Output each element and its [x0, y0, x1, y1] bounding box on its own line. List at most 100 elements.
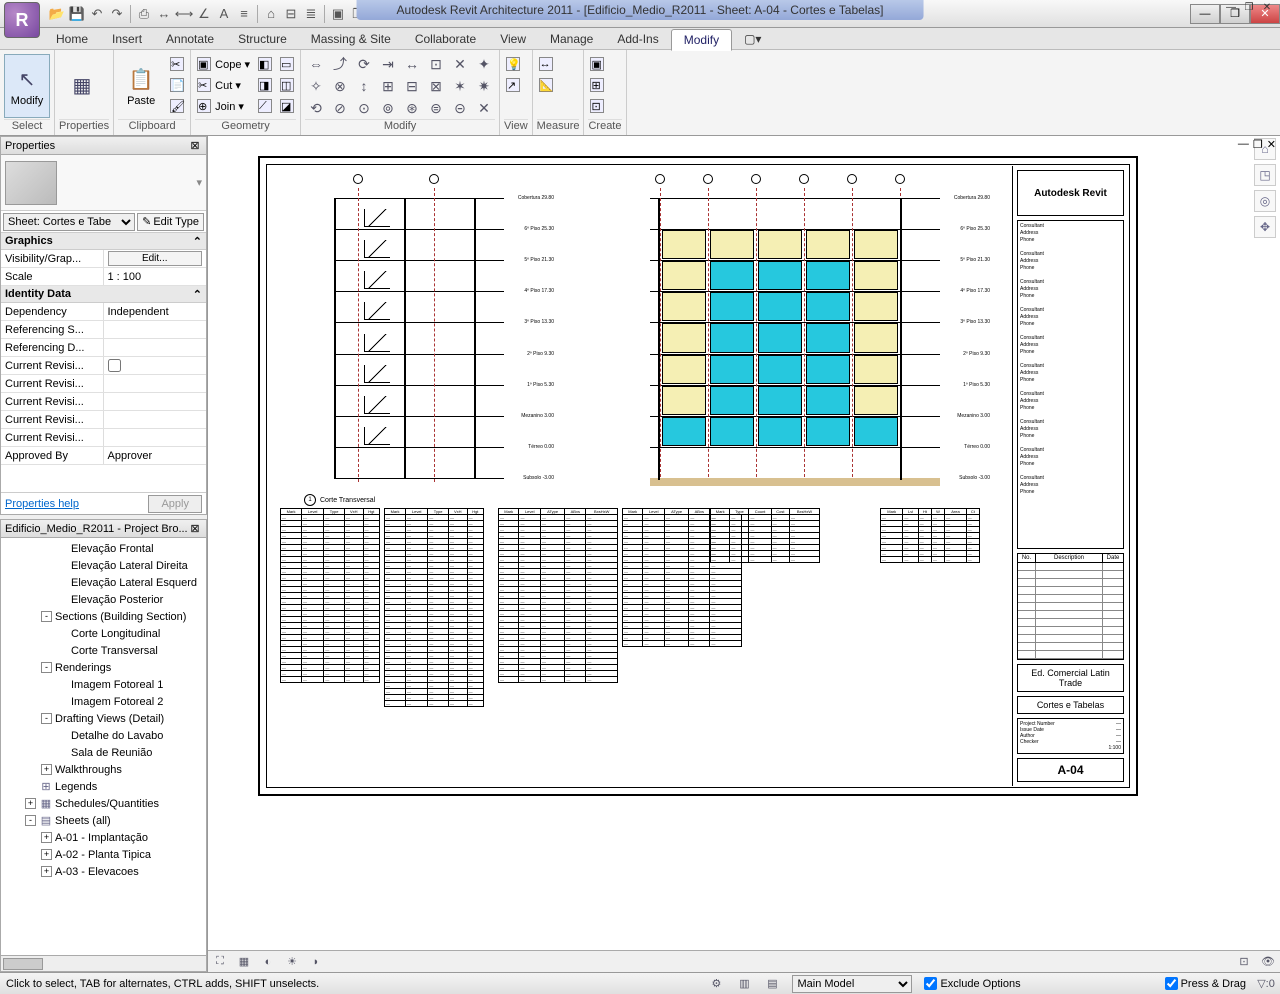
-button[interactable]: ◫: [278, 75, 296, 95]
browser-panel-title[interactable]: Edificio_Medio_R2011 - Project Bro... ⊠: [0, 519, 207, 538]
save-icon[interactable]: 💾: [68, 5, 86, 23]
join-button[interactable]: ⊕Join ▾: [195, 96, 252, 116]
apply-button[interactable]: Apply: [148, 495, 202, 513]
paste-button[interactable]: 📋Paste: [118, 54, 164, 118]
prop-row[interactable]: Scale1 : 100: [1, 268, 206, 286]
-button[interactable]: 💡: [504, 54, 522, 74]
modify-tool-17-icon[interactable]: ⊘: [329, 98, 351, 118]
shadow-icon[interactable]: ◗: [308, 954, 324, 970]
modify-tool-11-icon[interactable]: ⊞: [377, 76, 399, 96]
mdi-restore-icon[interactable]: ❐: [1240, 0, 1258, 14]
prop-row[interactable]: Visibility/Grap...Edit...: [1, 250, 206, 268]
-button[interactable]: ↗: [504, 75, 522, 95]
hide-icon[interactable]: 👁: [1260, 954, 1276, 970]
editable-only-icon[interactable]: ▤: [764, 976, 780, 992]
viewcube-icon[interactable]: ◳: [1254, 164, 1276, 186]
modify-tool-14-icon[interactable]: ✶: [449, 76, 471, 96]
thinlines-icon[interactable]: ≣: [302, 5, 320, 23]
detail-level-icon[interactable]: ▦: [236, 954, 252, 970]
preview-dropdown-icon[interactable]: ▾: [196, 176, 202, 189]
tab-massing-site[interactable]: Massing & Site: [299, 29, 403, 49]
tab-structure[interactable]: Structure: [226, 29, 299, 49]
open-icon[interactable]: 📂: [48, 5, 66, 23]
modify-tool-7-icon[interactable]: ✦: [473, 54, 495, 74]
-button[interactable]: ✂: [168, 54, 186, 74]
-button[interactable]: ▣: [588, 54, 606, 74]
browser-hscroll[interactable]: [0, 956, 207, 972]
modify-tool-19-icon[interactable]: ⊚: [377, 98, 399, 118]
steering-icon[interactable]: ◎: [1254, 190, 1276, 212]
worksets-icon[interactable]: ⚙: [708, 976, 724, 992]
-button[interactable]: 🖌: [168, 96, 186, 116]
tab-panel-extra[interactable]: ▢▾: [732, 29, 773, 49]
prop-row[interactable]: Current Revisi...: [1, 393, 206, 411]
default3d-icon[interactable]: ⌂: [262, 5, 280, 23]
prop-row[interactable]: DependencyIndependent: [1, 303, 206, 321]
tree-node[interactable]: +▦Schedules/Quantities: [1, 795, 206, 812]
sunpath-icon[interactable]: ☀: [284, 954, 300, 970]
tab-collaborate[interactable]: Collaborate: [403, 29, 488, 49]
modify-tool-21-icon[interactable]: ⊜: [425, 98, 447, 118]
-button[interactable]: ⟋: [256, 96, 274, 116]
tree-node[interactable]: -Drafting Views (Detail): [1, 710, 206, 727]
modify-tool-15-icon[interactable]: ✷: [473, 76, 495, 96]
modify-tool-2-icon[interactable]: ⟳: [353, 54, 375, 74]
modify-button[interactable]: ↖Modify: [4, 54, 50, 118]
application-menu-button[interactable]: R: [4, 2, 40, 38]
-button[interactable]: ◪: [278, 96, 296, 116]
tree-node[interactable]: -Sections (Building Section): [1, 608, 206, 625]
project-browser-tree[interactable]: Elevação FrontalElevação Lateral Direita…: [0, 538, 207, 956]
measure-icon[interactable]: ↔: [155, 5, 173, 23]
-button[interactable]: 📄: [168, 75, 186, 95]
tree-node[interactable]: Corte Longitudinal: [1, 625, 206, 642]
prop-row[interactable]: Current Revisi...: [1, 411, 206, 429]
properties-panel-title[interactable]: Properties ⊠: [0, 136, 207, 155]
modify-tool-4-icon[interactable]: ↔: [401, 54, 423, 74]
tree-node[interactable]: Elevação Lateral Direita: [1, 557, 206, 574]
modify-tool-20-icon[interactable]: ⊛: [401, 98, 423, 118]
tree-node[interactable]: Elevação Posterior: [1, 591, 206, 608]
tree-node[interactable]: Sala de Reunião: [1, 744, 206, 761]
properties-close-icon[interactable]: ⊠: [188, 139, 202, 152]
-button[interactable]: ⊞: [588, 75, 606, 95]
tree-node[interactable]: +A-02 - Planta Tipica: [1, 846, 206, 863]
properties-help-link[interactable]: Properties help: [5, 498, 79, 510]
pan-icon[interactable]: ✥: [1254, 216, 1276, 238]
modify-tool-8-icon[interactable]: ✧: [305, 76, 327, 96]
modify-tool-22-icon[interactable]: ⊝: [449, 98, 471, 118]
prop-row[interactable]: Current Revisi...: [1, 357, 206, 375]
edit-type-button[interactable]: ✎Edit Type: [137, 213, 204, 231]
tab-modify[interactable]: Modify: [671, 29, 732, 51]
doc-close-icon[interactable]: ✕: [1267, 138, 1276, 151]
prop-row[interactable]: Referencing D...: [1, 339, 206, 357]
browser-close-icon[interactable]: ⊠: [188, 522, 202, 535]
press-drag-checkbox[interactable]: Press & Drag: [1165, 977, 1246, 990]
drawing-canvas[interactable]: Autodesk Revit ConsultantAddressPhoneCon…: [208, 136, 1280, 950]
modify-tool-6-icon[interactable]: ✕: [449, 54, 471, 74]
prop-row[interactable]: Current Revisi...: [1, 375, 206, 393]
aligned-dim-icon[interactable]: ⟷: [175, 5, 193, 23]
section-icon[interactable]: ⊟: [282, 5, 300, 23]
modify-tool-10-icon[interactable]: ↕: [353, 76, 375, 96]
tree-node[interactable]: Imagem Fotoreal 2: [1, 693, 206, 710]
angle-icon[interactable]: ∠: [195, 5, 213, 23]
doc-restore-icon[interactable]: ❐: [1253, 138, 1263, 151]
mdi-close-icon[interactable]: ✕: [1258, 0, 1276, 14]
-button[interactable]: ◨: [256, 75, 274, 95]
prop-row[interactable]: Referencing S...: [1, 321, 206, 339]
properties-button[interactable]: ▦: [59, 54, 105, 118]
tree-node[interactable]: +Walkthroughs: [1, 761, 206, 778]
align-icon[interactable]: ≡: [235, 5, 253, 23]
redo-icon[interactable]: ↷: [108, 5, 126, 23]
-button[interactable]: ⊡: [588, 96, 606, 116]
tree-node[interactable]: -Renderings: [1, 659, 206, 676]
tree-node[interactable]: Detalhe do Lavabo: [1, 727, 206, 744]
tab-manage[interactable]: Manage: [538, 29, 605, 49]
exclude-options-checkbox[interactable]: Exclude Options: [924, 977, 1020, 990]
prop-row[interactable]: Approved ByApprover: [1, 447, 206, 465]
modify-tool-18-icon[interactable]: ⊙: [353, 98, 375, 118]
modify-tool-3-icon[interactable]: ⇥: [377, 54, 399, 74]
tree-node[interactable]: +A-03 - Elevacoes: [1, 863, 206, 880]
tree-node[interactable]: Elevação Lateral Esquerd: [1, 574, 206, 591]
minimize-button[interactable]: —: [1190, 4, 1220, 24]
